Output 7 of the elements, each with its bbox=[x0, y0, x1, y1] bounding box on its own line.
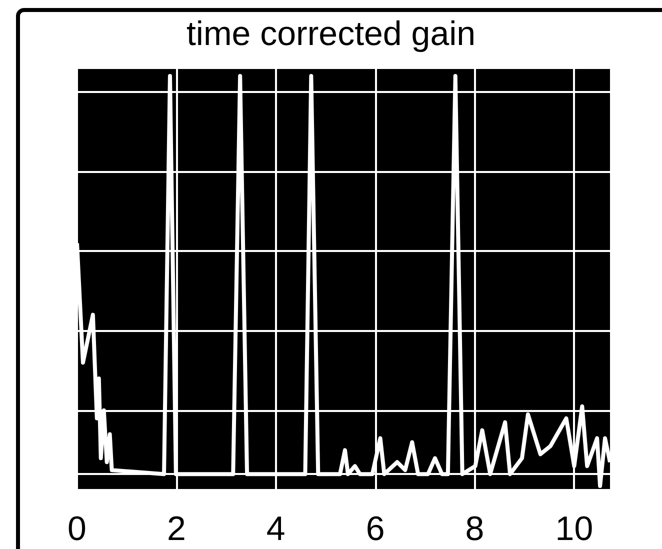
chart-title: time corrected gain bbox=[186, 15, 476, 53]
x-tick-label: 8 bbox=[465, 510, 484, 548]
x-tick-label: 6 bbox=[366, 510, 385, 548]
x-tick-label: 0 bbox=[68, 510, 86, 548]
x-tick-label: 2 bbox=[166, 510, 186, 548]
x-tick-label: 10 bbox=[555, 510, 594, 548]
x-tick-label: 4 bbox=[266, 510, 286, 548]
